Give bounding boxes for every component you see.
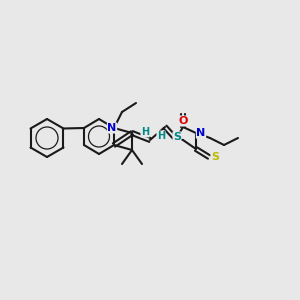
Text: N: N [107,123,117,133]
Text: H: H [141,127,149,137]
Text: O: O [178,116,188,126]
Text: N: N [196,128,206,138]
Text: S: S [211,152,219,162]
Text: S: S [173,132,181,142]
Text: H: H [157,131,165,141]
